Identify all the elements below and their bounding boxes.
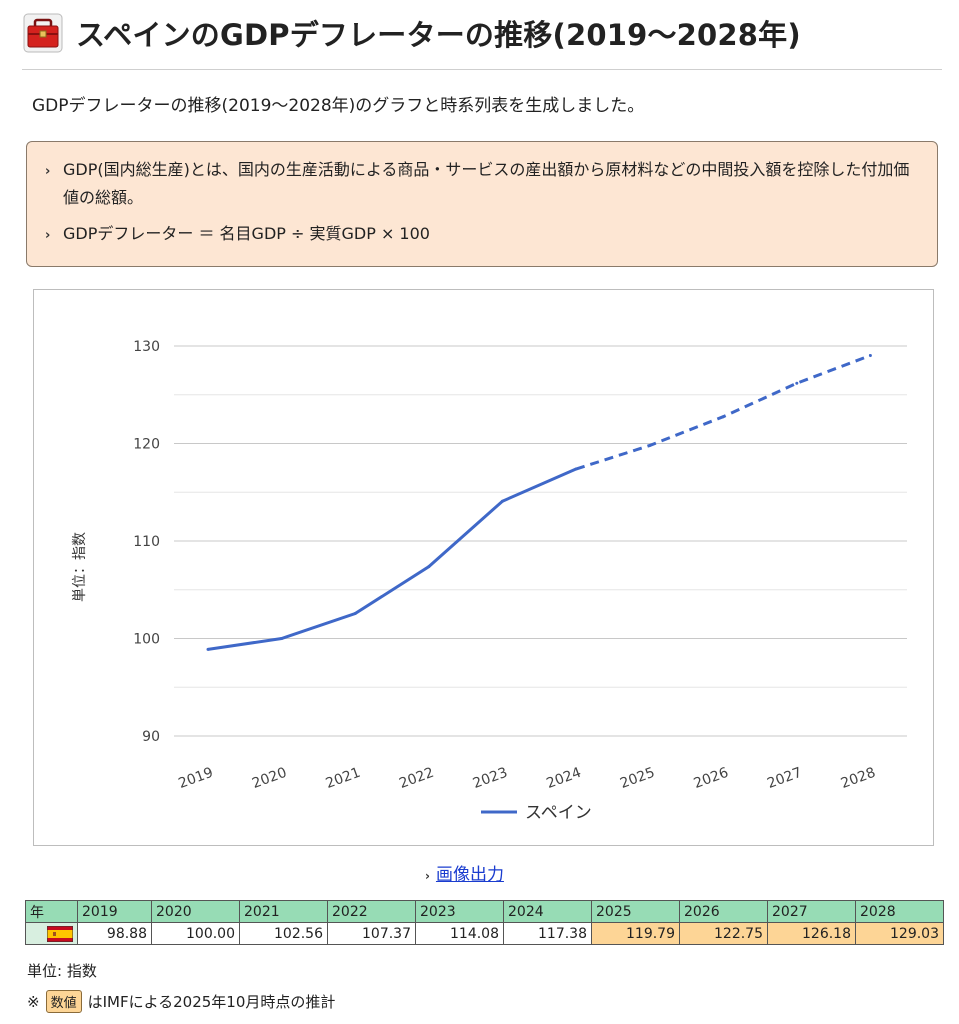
table-cell-value: 119.79 — [591, 922, 680, 945]
forecast-key-badge: 数値 — [45, 990, 82, 1013]
chevron-right-icon: › — [45, 164, 51, 179]
data-point — [280, 637, 284, 640]
table-header-year: 2021 — [239, 900, 328, 923]
formula-text: GDPデフレーター ＝ 名目GDP ÷ 実質GDP × 100 — [63, 224, 430, 243]
footnote-mark: ※ — [27, 992, 40, 1011]
title-divider — [22, 69, 942, 70]
table-header-year: 2020 — [151, 900, 240, 923]
legend-label: スペイン — [525, 803, 592, 823]
data-table: 年 2019 2020 2021 2022 2023 2024 2025 2026 2027 20… — [25, 900, 944, 945]
table-header-year: 2022 — [327, 900, 416, 923]
page-title: スペインのGDPデフレーターの推移(2019〜2028年) — [76, 18, 801, 52]
line-chart: 90 100 110 120 130 単位：指数 2019 2020 2021 2022 2023 2… — [72, 339, 907, 823]
data-point — [721, 415, 725, 419]
table-row: 98.88 100.00 102.56 107.37 114.08 117.38 119.7… — [25, 922, 944, 945]
series-line-actual — [207, 467, 577, 651]
x-tick-label: 2020 — [250, 765, 289, 792]
chevron-right-icon: › — [45, 228, 51, 243]
y-tick-label: 110 — [133, 534, 160, 550]
x-tick-label: 2019 — [176, 765, 215, 792]
table-cell-value: 114.08 — [415, 922, 504, 945]
intro-text: GDPデフレーターの推移(2019〜2028年)のグラフと時系列表を生成しました… — [32, 96, 645, 116]
table-header-year: 2019 — [77, 900, 152, 923]
unit-note: 単位: 指数 — [27, 962, 97, 980]
x-tick-label: 2025 — [618, 765, 657, 792]
chart-container: 90 100 110 120 130 単位：指数 2019 2020 2021 2022 2023 2… — [33, 289, 934, 846]
table-cell-value: 126.18 — [767, 922, 856, 945]
x-tick-label: 2026 — [692, 765, 731, 792]
data-point — [427, 565, 431, 569]
data-point — [206, 647, 210, 651]
data-point — [574, 467, 578, 471]
y-tick-label: 100 — [133, 632, 160, 648]
table-header-year: 2028 — [855, 900, 944, 923]
table-header-year: 2027 — [767, 900, 856, 923]
data-point — [868, 353, 872, 357]
table-cell-value: 117.38 — [503, 922, 592, 945]
table-cell-value: 100.00 — [151, 922, 240, 945]
x-tick-label: 2028 — [839, 765, 878, 792]
x-tick-label: 2022 — [397, 765, 436, 792]
data-point — [500, 499, 504, 503]
y-tick-label: 90 — [142, 729, 160, 745]
y-tick-label: 120 — [133, 437, 160, 453]
table-cell-value: 129.03 — [855, 922, 944, 945]
table-header-year: 2024 — [503, 900, 592, 923]
table-cell-value: 122.75 — [679, 922, 768, 945]
country-flag-cell — [25, 922, 78, 945]
title-row: スペインのGDPデフレーターの推移(2019〜2028年) — [22, 12, 801, 54]
table-cell-value: 102.56 — [239, 922, 328, 945]
definition-text: GDP(国内総生産)とは、国内の生産活動による商品・サービスの産出額から原材料な… — [63, 160, 910, 207]
export-image-link[interactable]: 画像出力 — [435, 865, 504, 885]
x-tick-label: 2023 — [471, 765, 510, 792]
definition-box: › GDP(国内総生産)とは、国内の生産活動による商品・サービスの産出額から原材… — [26, 141, 938, 267]
y-axis-label: 単位：指数 — [72, 532, 88, 602]
x-tick-label: 2021 — [324, 765, 363, 792]
data-point — [353, 612, 357, 616]
data-point — [795, 381, 799, 385]
footnote-text: はIMFによる2025年10月時点の推計 — [87, 993, 336, 1011]
x-tick-label: 2027 — [765, 765, 804, 792]
data-point — [648, 444, 652, 448]
table-header-year: 2025 — [591, 900, 680, 923]
series-line-forecast — [575, 354, 871, 471]
table-cell-value: 107.37 — [327, 922, 416, 945]
footnote: ※ 数値 はIMFによる2025年10月時点の推計 — [27, 990, 335, 1013]
toolbox-icon — [23, 13, 63, 53]
y-tick-label: 130 — [133, 339, 160, 355]
table-header-year: 2023 — [415, 900, 504, 923]
definition-item-gdp: › GDP(国内総生産)とは、国内の生産活動による商品・サービスの産出額から原材… — [45, 156, 919, 212]
table-cell-value: 98.88 — [77, 922, 152, 945]
x-tick-label: 2024 — [544, 765, 583, 792]
table-header-year: 2026 — [679, 900, 768, 923]
spain-flag-icon — [47, 925, 73, 942]
table-header-year-label: 年 — [25, 900, 78, 923]
table-header-row: 年 2019 2020 2021 2022 2023 2024 2025 2026 2027 20… — [25, 900, 944, 923]
export-row: › 画像出力 — [425, 860, 504, 885]
chevron-right-icon: › — [425, 869, 430, 883]
definition-item-deflator: › GDPデフレーター ＝ 名目GDP ÷ 実質GDP × 100 — [45, 220, 919, 248]
